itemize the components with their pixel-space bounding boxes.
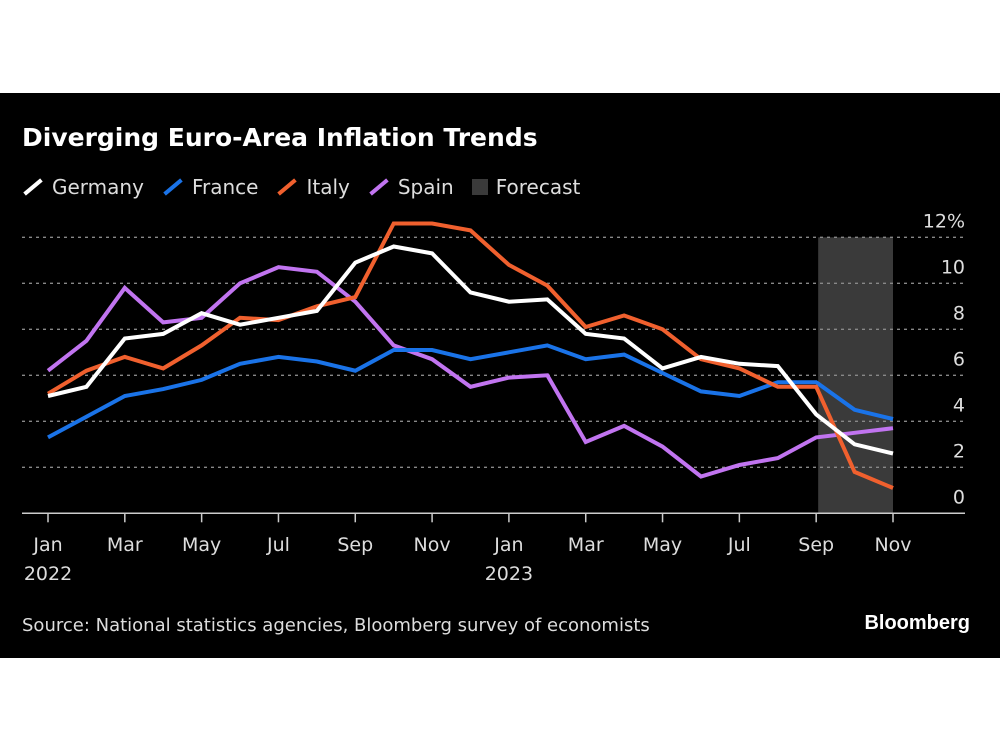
y-tick-label: 4 (953, 394, 965, 416)
legend-label: Spain (397, 175, 454, 199)
legend-item-forecast: Forecast (471, 175, 581, 199)
x-tick-label: Jan (493, 534, 523, 556)
x-tick-label: May (643, 534, 682, 556)
legend-label: Germany (52, 175, 144, 199)
legend: Germany France Italy Spain Forecast (22, 175, 580, 199)
y-tick-label: 10 (941, 256, 965, 278)
series-line-spain (46, 265, 894, 479)
y-tick-label: 6 (953, 348, 965, 370)
x-tick-label: Jul (727, 534, 751, 556)
x-tick-label: Sep (798, 534, 834, 556)
x-tick-label: Mar (107, 534, 143, 556)
x-tick-label: Mar (568, 534, 604, 556)
y-tick-label: 12% (923, 210, 965, 232)
x-tick-year: 2022 (24, 563, 72, 585)
legend-item-france: France (162, 175, 259, 199)
x-tick-label: May (182, 534, 221, 556)
legend-swatch (471, 179, 488, 195)
legend-item-spain: Spain (368, 175, 454, 199)
y-tick-label: 2 (953, 440, 965, 462)
legend-item-germany: Germany (22, 175, 144, 199)
bloomberg-logo: Bloomberg (864, 612, 970, 634)
x-tick-label: Nov (414, 534, 451, 556)
legend-label: France (191, 175, 259, 199)
source-note: Source: National statistics agencies, Bl… (22, 615, 650, 636)
y-tick-label: 0 (953, 486, 965, 508)
x-tick-label: Jan (32, 534, 62, 556)
series-line-germany (47, 244, 894, 456)
legend-label: Forecast (495, 175, 581, 199)
series-line-france (47, 343, 894, 440)
x-tick-label: Nov (874, 534, 911, 556)
x-tick-year: 2023 (485, 563, 533, 585)
legend-item-italy: Italy (276, 175, 350, 199)
series-line-italy (46, 221, 894, 490)
y-tick-label: 8 (953, 302, 965, 324)
x-tick-label: Sep (337, 534, 373, 556)
x-tick-label: Jul (266, 534, 290, 556)
legend-label: Italy (306, 175, 350, 199)
chart-title: Diverging Euro-Area Inflation Trends (22, 123, 538, 152)
